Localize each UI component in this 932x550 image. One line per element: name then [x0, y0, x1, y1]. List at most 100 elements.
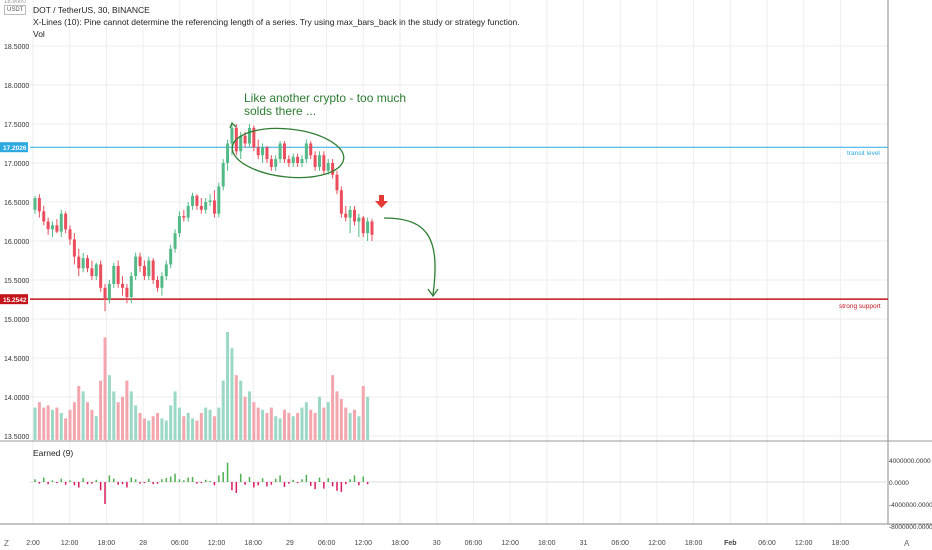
- indicator-error: X-Lines (10): Pine cannot determine the …: [33, 17, 520, 27]
- candle-body: [142, 265, 146, 277]
- candle-body: [265, 147, 269, 160]
- volume-bar: [156, 413, 160, 440]
- candle-body: [366, 221, 370, 234]
- volume-bar: [81, 391, 85, 440]
- support-price-badge: [0, 294, 28, 305]
- price-tick-label: 13.5000: [4, 434, 29, 441]
- candle-body: [37, 198, 41, 212]
- volume-bar: [86, 402, 90, 440]
- price-tick-label: 18.0000: [4, 83, 29, 90]
- volume-bar: [125, 380, 129, 440]
- volume-bar: [147, 420, 151, 440]
- candle-body: [103, 287, 107, 300]
- volume-bar: [72, 402, 76, 440]
- volume-bar: [221, 380, 225, 440]
- price-tick-label: 17.0000: [4, 161, 29, 168]
- candle-body: [278, 143, 282, 160]
- volume-bar: [230, 348, 234, 440]
- candle-body: [77, 256, 81, 269]
- price-tick-label: 15.5000: [4, 278, 29, 285]
- candle-body: [261, 147, 265, 156]
- volume-bar: [361, 386, 365, 440]
- candle-body: [195, 195, 199, 206]
- candle-body: [212, 200, 216, 214]
- time-tick-label: 28: [139, 540, 147, 547]
- candle-body: [156, 280, 160, 288]
- price-tick-label: 14.0000: [4, 395, 29, 402]
- candle-body: [42, 211, 46, 222]
- candle-body: [46, 221, 50, 230]
- candle-body: [72, 239, 76, 257]
- candle-body: [335, 174, 339, 191]
- volume-bar: [46, 405, 50, 440]
- candle-body: [217, 186, 221, 214]
- candle-body: [33, 198, 37, 210]
- candle-body: [199, 205, 203, 210]
- candle-body: [169, 248, 173, 265]
- volume-bar: [121, 396, 125, 440]
- volume-bar: [269, 407, 273, 440]
- candle-body: [64, 213, 68, 230]
- candle-body: [282, 143, 286, 160]
- volume-bar: [142, 418, 146, 440]
- volume-bar: [37, 402, 41, 440]
- time-tick-label: 18:00: [244, 540, 262, 547]
- candle-body: [204, 202, 208, 210]
- candle-body: [361, 217, 365, 234]
- volume-bar: [112, 391, 116, 440]
- volume-bar: [300, 407, 304, 440]
- volume-bar: [99, 380, 103, 440]
- candle-body: [138, 256, 142, 266]
- time-tick-label: 06:00: [171, 540, 189, 547]
- volume-bar: [164, 420, 168, 440]
- consolidation-circle: [231, 127, 345, 179]
- candle-body: [221, 163, 225, 187]
- candle-body: [344, 213, 348, 218]
- volume-bar: [234, 375, 238, 440]
- auto-scale-button[interactable]: A: [904, 539, 910, 548]
- candle-body: [116, 265, 120, 284]
- candle-body: [300, 159, 304, 163]
- volume-bar: [217, 407, 221, 440]
- price-tick-label: 16.5000: [4, 200, 29, 207]
- candle-body: [125, 287, 129, 298]
- zoom-button[interactable]: Z: [4, 539, 9, 548]
- volume-bar: [256, 407, 260, 440]
- volume-bar: [274, 416, 278, 440]
- candle-body: [274, 159, 278, 167]
- price-tick-label: 14.5000: [4, 356, 29, 363]
- symbol-title: DOT / TetherUS, 30, BINANCE: [33, 5, 150, 15]
- candle-body: [296, 156, 300, 163]
- price-tick-label: 18.5000: [4, 44, 29, 51]
- time-tick-label: 12:00: [208, 540, 226, 547]
- price-tick-label: 18.9000: [4, 0, 26, 5]
- volume-bar: [348, 413, 352, 440]
- earned-tick-label: -4000000.0000: [889, 502, 932, 509]
- volume-bar: [177, 407, 181, 440]
- annotation-text-line2: solds there ...: [244, 104, 316, 118]
- candle-body: [348, 209, 352, 218]
- volume-bar: [265, 413, 269, 440]
- candle-body: [55, 225, 59, 232]
- volume-bar: [169, 405, 173, 440]
- candle-body: [317, 155, 321, 167]
- volume-bar: [296, 413, 300, 440]
- volume-bar: [77, 386, 81, 440]
- forecast-arrow-path: [383, 217, 436, 296]
- volume-bar: [317, 396, 321, 440]
- volume-bar: [186, 413, 190, 440]
- price-tick-label: 17.5000: [4, 122, 29, 129]
- down-arrow-icon: [375, 195, 388, 208]
- time-tick-label: 30: [433, 540, 441, 547]
- volume-bar: [42, 407, 46, 440]
- volume-bar: [282, 409, 286, 440]
- time-tick-label: 18:00: [391, 540, 409, 547]
- candle-body: [247, 127, 251, 144]
- time-tick-label: 18:00: [685, 540, 703, 547]
- volume-bar: [252, 402, 256, 440]
- volume-bar: [116, 402, 120, 440]
- candle-body: [94, 264, 98, 277]
- candle-body: [269, 159, 273, 167]
- time-tick-label: 12:00: [61, 540, 79, 547]
